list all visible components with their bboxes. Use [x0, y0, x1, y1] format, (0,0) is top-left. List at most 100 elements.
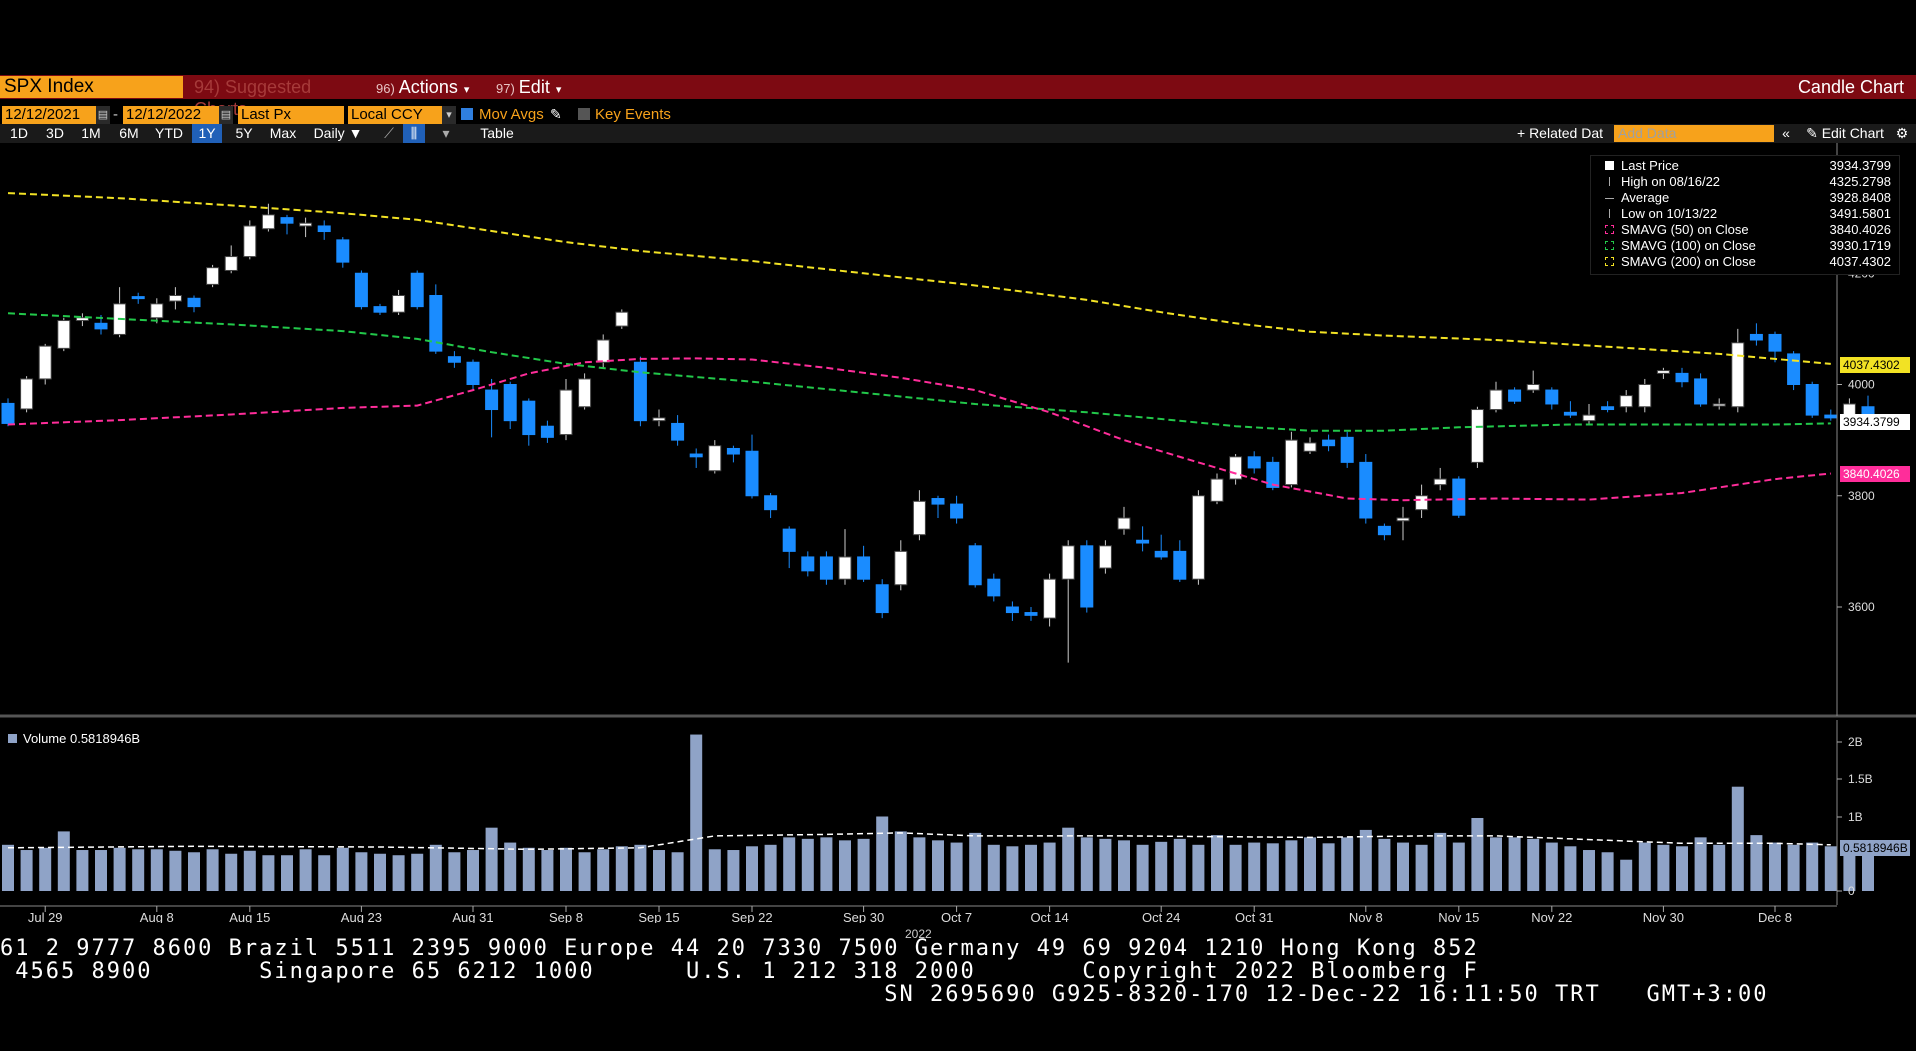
- start-date-field[interactable]: 12/12/2021: [2, 106, 96, 124]
- calendar-icon[interactable]: ▤: [96, 106, 110, 124]
- period-1d[interactable]: 1D: [10, 125, 28, 141]
- volume-last-tag: 0.5818946B: [1840, 840, 1910, 856]
- suggested-charts-button[interactable]: 94) Suggested Charts: [194, 77, 312, 119]
- gear-icon[interactable]: ⚙: [1895, 125, 1909, 141]
- candle-body: [559, 389, 573, 436]
- candle: [1247, 451, 1261, 474]
- edit-chart-button[interactable]: ✎ Edit Chart: [1800, 124, 1890, 143]
- candle-body: [819, 556, 833, 580]
- mov-avgs-checkbox[interactable]: [461, 108, 473, 120]
- candle: [1005, 601, 1019, 621]
- candle: [1545, 387, 1559, 410]
- actions-menu[interactable]: 96) Actions ▾: [370, 76, 490, 98]
- volume-bar: [597, 849, 610, 891]
- line-chart-icon[interactable]: ⟋: [384, 125, 394, 141]
- volume-bar: [541, 850, 554, 891]
- candle-body: [578, 378, 592, 408]
- candle-body: [261, 214, 275, 230]
- candle-body: [652, 417, 666, 422]
- candle-body: [1136, 539, 1150, 544]
- candle: [1470, 406, 1484, 468]
- time-tick-label: Aug 8: [140, 910, 174, 923]
- volume-bar: [1025, 844, 1037, 891]
- candle-body: [57, 320, 71, 349]
- candle: [1433, 467, 1447, 491]
- candle-chart-icon[interactable]: ⫼: [403, 124, 425, 143]
- volume-bar: [1248, 842, 1261, 891]
- period-ytd[interactable]: YTD: [155, 125, 183, 141]
- candle: [38, 343, 52, 385]
- time-tick-label: Aug 15: [229, 910, 270, 923]
- candle-body: [1247, 456, 1261, 469]
- candle-body: [485, 389, 499, 411]
- candle: [801, 551, 815, 577]
- candle: [1154, 534, 1168, 560]
- candle-body: [131, 296, 145, 300]
- candle-body: [1433, 478, 1447, 486]
- candle: [392, 289, 406, 315]
- volume-bar: [876, 816, 889, 891]
- volume-bar: [1155, 841, 1168, 891]
- time-axis-ticks: Jul 29 Aug 8 Aug 15 Aug 23 Aug 31 Sep 8 Sep 15…: [28, 906, 1792, 923]
- edit-menu[interactable]: 97) Edit ▾: [490, 76, 580, 98]
- chevron-down-icon[interactable]: ▾: [442, 125, 450, 141]
- add-data-input[interactable]: Add Data: [1614, 125, 1774, 142]
- currency-select[interactable]: Local CCY: [348, 106, 442, 124]
- candle-body: [764, 495, 778, 511]
- footer-line-2: 4565 8900 Singapore 65 6212 1000 U.S. 1 …: [0, 959, 1479, 984]
- collapse-icon[interactable]: «: [1782, 125, 1790, 141]
- period-max[interactable]: Max: [269, 125, 297, 141]
- volume-bar: [634, 844, 647, 891]
- candle: [1340, 431, 1354, 468]
- candle: [522, 398, 536, 446]
- legend-sma50: SMAVG (50) on Close 3840.4026: [1591, 222, 1897, 238]
- candle: [987, 573, 1001, 602]
- candle: [912, 490, 926, 541]
- footer-line-1: 61 2 9777 8600 Brazil 5511 2395 9000 Eur…: [0, 936, 1479, 961]
- calendar-icon[interactable]: ▤: [219, 106, 233, 124]
- sma100-line: [7, 312, 1831, 432]
- legend-label: SMAVG (100) on Close: [1621, 238, 1756, 253]
- volume-bar: [318, 855, 331, 891]
- candle: [224, 245, 238, 274]
- candle: [373, 303, 387, 315]
- period-1y[interactable]: 1Y: [192, 124, 222, 143]
- period-1m[interactable]: 1M: [81, 125, 101, 141]
- related-data-button[interactable]: + Related Dat: [1517, 125, 1603, 141]
- footer-line-3: SN 2695690 G925-8320-170 12-Dec-22 16:11…: [0, 982, 1769, 1007]
- volume-bar: [839, 840, 851, 891]
- candle-body: [1545, 389, 1559, 405]
- legend-swatch-last-price: [1605, 161, 1614, 170]
- candle-body: [20, 378, 34, 410]
- chevron-down-icon[interactable]: ▾: [442, 106, 456, 124]
- volume-bar: [1676, 846, 1688, 891]
- table-button[interactable]: Table: [480, 125, 514, 141]
- candle-body: [410, 272, 424, 308]
- price-tick-label: 3800: [1848, 489, 1875, 503]
- candle: [1080, 540, 1094, 613]
- period-6m[interactable]: 6M: [119, 125, 139, 141]
- period-5y[interactable]: 5Y: [235, 125, 253, 141]
- volume-bar: [708, 849, 721, 891]
- candle: [1601, 401, 1615, 413]
- end-date-field[interactable]: 12/12/2022: [123, 106, 219, 124]
- period-3d[interactable]: 3D: [46, 125, 64, 141]
- pencil-icon[interactable]: ✎: [550, 106, 562, 122]
- key-events-checkbox[interactable]: [578, 108, 590, 120]
- candle-body: [206, 267, 220, 285]
- candle-body: [317, 225, 331, 233]
- candle-body: [1322, 439, 1336, 447]
- volume-bar: [969, 832, 982, 891]
- volume-bar: [1545, 842, 1558, 891]
- candle-body: [1749, 333, 1763, 341]
- ticker-field[interactable]: SPX Index: [0, 76, 183, 98]
- frequency-select[interactable]: Daily ▼: [308, 124, 368, 143]
- price-field-select[interactable]: Last Px: [238, 106, 344, 124]
- candle-body: [912, 500, 926, 536]
- volume-bar: [374, 853, 386, 891]
- year-label: 2022: [905, 927, 932, 941]
- volume-bar: [671, 852, 684, 891]
- price-tick-label: 4000: [1848, 378, 1875, 392]
- candle: [726, 445, 740, 463]
- legend-label: Low on 10/13/22: [1621, 206, 1718, 221]
